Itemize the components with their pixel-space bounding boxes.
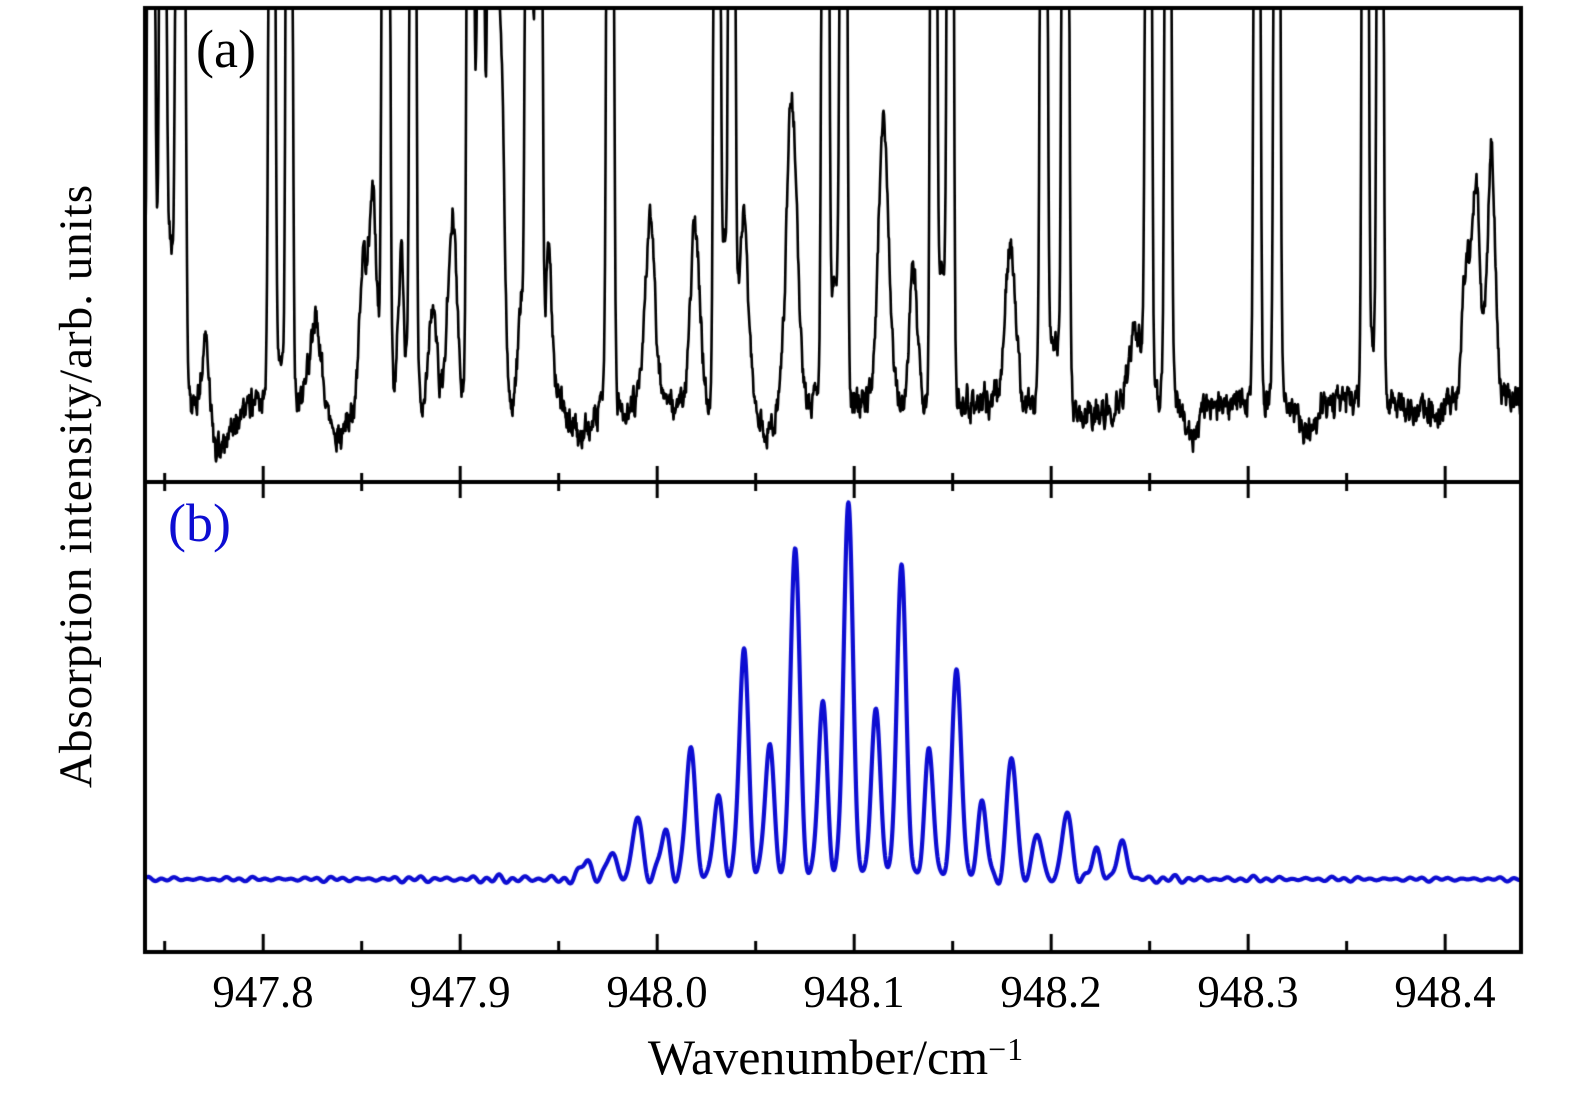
x-tick-label-948-1: 948.1 [803,967,905,1017]
panel-a-label: (a) [196,19,256,79]
x-axis-label-main: Wavenumber/cm [647,1029,989,1085]
x-tick-label-948-2: 948.2 [1000,967,1102,1017]
x-axis-label-exponent: −1 [988,1031,1025,1067]
x-tick-label-947-9: 947.9 [409,967,511,1017]
y-axis-label: Absorption intensity/arb. units [50,183,102,789]
x-tick-label-947-8: 947.8 [212,967,314,1017]
x-tick-label-948-0: 948.0 [606,967,708,1017]
x-tick-label-948-4: 948.4 [1394,967,1496,1017]
x-tick-label-948-3: 948.3 [1197,967,1299,1017]
panel-b-label: (b) [168,493,231,553]
x-axis-label: Wavenumber/cm−1 [648,1028,1024,1086]
